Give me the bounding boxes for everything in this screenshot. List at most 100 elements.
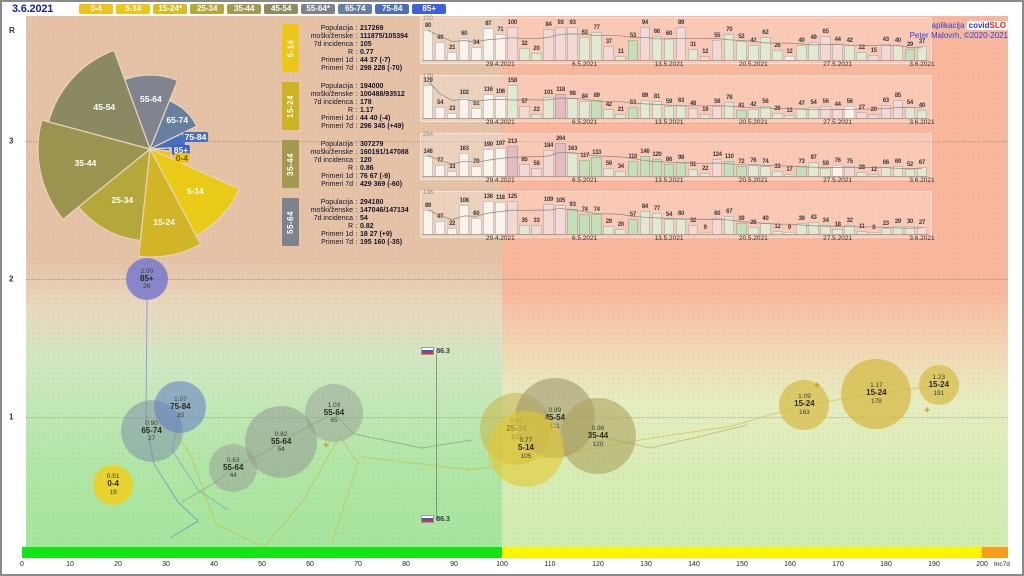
- bar-value: 20: [617, 221, 624, 228]
- bubble-5-14[interactable]: 0.77 5-14 105: [488, 410, 564, 487]
- bar-column: 42: [603, 78, 615, 118]
- rose-sector-65-74[interactable]: [148, 100, 198, 151]
- bar-column: 40: [916, 78, 928, 118]
- bar: [482, 149, 494, 176]
- bar: [844, 44, 855, 60]
- bubble-85plus[interactable]: 2.00 85+ 26: [125, 258, 168, 300]
- bar: [868, 113, 880, 118]
- age-button-15-24[interactable]: 15-24*: [153, 4, 188, 14]
- rose-sector-25-34[interactable]: [77, 147, 151, 242]
- bubble-15-24[interactable]: 1.23 15-24 191: [918, 365, 959, 406]
- bar-column: 55: [711, 20, 723, 60]
- age-button-75-84[interactable]: 75-84: [375, 4, 410, 14]
- panel-group-tag-5-14[interactable]: 5-14: [282, 24, 299, 72]
- age-button-0-4[interactable]: 0-4: [79, 4, 114, 14]
- stat-colon: :: [355, 64, 358, 72]
- stat-colon: :: [355, 106, 358, 114]
- plus-marker-0: +: [323, 440, 329, 452]
- stat-value: 429 369 (-60): [360, 180, 403, 188]
- bar-value: 56: [846, 99, 853, 106]
- bar-value: 59: [665, 98, 672, 105]
- age-button-35-44[interactable]: 35-44: [227, 4, 262, 14]
- bar-column: 28: [856, 136, 868, 176]
- bar-column: 120: [651, 136, 663, 176]
- bubble-group-label: 0-4: [107, 479, 119, 489]
- stat-row: R:0.86: [301, 165, 421, 173]
- stat-value: 178: [360, 98, 372, 106]
- age-button-45-54[interactable]: 45-54: [264, 4, 299, 14]
- x-tick-130: 130: [640, 561, 652, 568]
- bar: [555, 143, 566, 176]
- bar: [446, 228, 458, 234]
- stat-row: Populacija:294180: [301, 199, 421, 207]
- age-button-25-34[interactable]: 25-34: [190, 4, 225, 14]
- bubble-15-24[interactable]: 1.17 15-24 178: [841, 358, 912, 429]
- bar-column: 57: [518, 78, 530, 118]
- bar: [495, 96, 506, 118]
- bar: [482, 27, 494, 60]
- bar-chart-5-14: 80 49 21 60 34 87 71 100 32 20 84 93 93 63 77 37 11 53 94 6…: [420, 16, 935, 76]
- age-button-65-74[interactable]: 65-74: [338, 4, 373, 14]
- bar-column: 87: [482, 20, 494, 60]
- rose-sector-35-44[interactable]: [37, 119, 152, 221]
- panel-group-tag-35-44[interactable]: 35-44: [282, 140, 299, 188]
- bar-column: 51: [687, 136, 699, 176]
- bar-value: 94: [641, 20, 648, 26]
- bar: [820, 35, 831, 60]
- bar-column: 35: [518, 194, 530, 234]
- rose-label-35-44: 35-44: [74, 157, 97, 168]
- bar: [735, 165, 747, 176]
- bar-value: 73: [798, 158, 805, 165]
- bar: [784, 231, 795, 234]
- bar-column: 58: [711, 78, 723, 118]
- bubble-group-label: 15-24: [866, 388, 887, 398]
- bar-column: 26: [771, 78, 783, 118]
- bar-value: 60: [665, 30, 672, 37]
- bubble-35-44[interactable]: 0.86 35-44 120: [560, 398, 636, 475]
- age-button-55-64[interactable]: 55-64*: [301, 4, 336, 14]
- x-tick-150: 150: [736, 561, 748, 568]
- panel-group-tag-55-64[interactable]: 55-64: [282, 198, 299, 246]
- bar-column: 54: [808, 78, 820, 118]
- bar-value: 70: [473, 159, 480, 166]
- stat-row: 7d incidenca:178: [301, 99, 421, 107]
- bar: [711, 158, 723, 176]
- bar: [519, 224, 530, 234]
- national-incidence-marker-bottom: 86.3: [421, 515, 450, 523]
- bar-column: 100: [506, 20, 518, 60]
- bar-column: 94: [639, 20, 651, 60]
- bar-value: 29: [894, 219, 901, 226]
- bar: [543, 204, 554, 234]
- bar-column: 98: [675, 136, 687, 176]
- bubble-0-4[interactable]: 0.51 0-4 19: [93, 464, 134, 505]
- bar-column: 44: [832, 78, 844, 118]
- stat-row: 7d incidenca:54: [301, 215, 421, 223]
- bar-value: 42: [750, 102, 757, 109]
- panel-rows: Populacija:217269 moški/ženske:111875/105…: [301, 25, 421, 72]
- bar-column: 59: [603, 136, 615, 176]
- bubble-15-24[interactable]: 1.09 15-24 163: [779, 379, 830, 430]
- bar-column: 84: [542, 20, 554, 60]
- bar-column: 22: [856, 20, 868, 60]
- stat-value: 195 160 (-35): [360, 238, 403, 246]
- bar-column: 9: [699, 194, 711, 234]
- bar-column: 197: [494, 136, 506, 176]
- bar-value: 23: [882, 220, 889, 227]
- bubble-75-84[interactable]: 1.07 75-84 33: [154, 381, 207, 434]
- rose-sector-45-54[interactable]: [47, 49, 151, 150]
- bar-column: 11: [856, 194, 868, 234]
- bubble-55-64[interactable]: 0.82 55-64 54: [245, 405, 318, 478]
- bar-column: 146: [639, 136, 651, 176]
- date-label: 20.5.2021: [738, 235, 768, 242]
- bar: [627, 107, 639, 118]
- bubble-r-value: 0.99: [548, 407, 562, 415]
- age-button-85plus[interactable]: 85+: [412, 4, 447, 14]
- bar-column: 32: [518, 20, 530, 60]
- rose-sector-15-24[interactable]: [138, 146, 202, 258]
- stat-row: moški/ženske:147046/147134: [301, 207, 421, 215]
- bar-column: 98: [567, 78, 579, 118]
- bar-column: 21: [446, 20, 458, 60]
- age-button-5-14[interactable]: 5-14: [116, 4, 151, 14]
- panel-group-tag-15-24[interactable]: 15-24: [282, 82, 299, 130]
